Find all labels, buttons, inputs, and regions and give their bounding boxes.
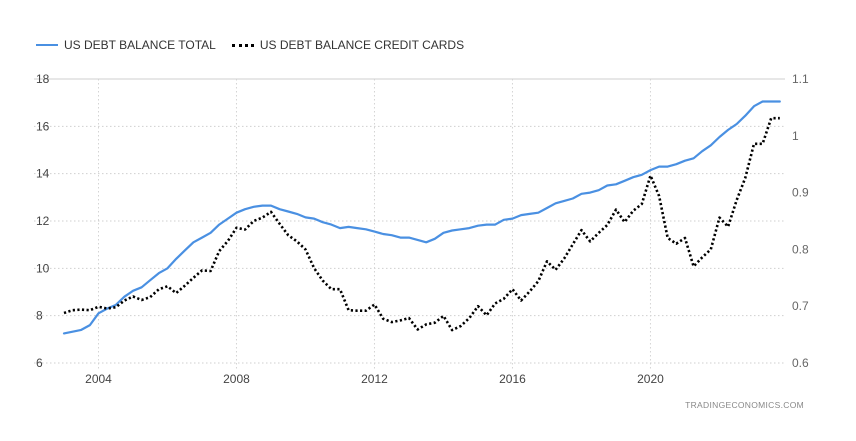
legend-item-credit-cards[interactable]: US DEBT BALANCE CREDIT CARDS [231, 38, 465, 52]
legend-label-total: US DEBT BALANCE TOTAL [64, 38, 216, 52]
right-tick-label: 1 [792, 129, 799, 143]
grid-lines [34, 78, 785, 369]
left-axis-ticks: 6 8 10 12 14 16 18 [36, 72, 50, 370]
x-tick-label: 2008 [223, 372, 250, 386]
chart-legend: US DEBT BALANCE TOTAL US DEBT BALANCE CR… [36, 36, 480, 54]
left-tick-label: 18 [36, 72, 50, 86]
left-tick-label: 8 [36, 309, 43, 323]
legend-label-credit-cards: US DEBT BALANCE CREDIT CARDS [259, 38, 465, 52]
x-tick-label: 2016 [499, 372, 526, 386]
legend-swatch-dotted [231, 43, 254, 47]
series-layer [62, 100, 781, 335]
series-line-credit-cards[interactable] [63, 116, 780, 332]
right-tick-label: 0.6 [792, 356, 809, 370]
left-tick-label: 14 [36, 167, 50, 181]
right-axis-ticks: 0.6 0.7 0.8 0.9 1 1.1 [792, 72, 809, 370]
series-line-total[interactable] [62, 100, 781, 335]
left-tick-label: 10 [36, 261, 50, 275]
left-tick-label: 6 [36, 356, 43, 370]
right-tick-label: 0.7 [792, 299, 809, 313]
x-tick-label: 2020 [637, 372, 664, 386]
right-tick-label: 0.9 [792, 186, 809, 200]
legend-swatch-solid [36, 44, 58, 46]
left-tick-label: 12 [36, 214, 50, 228]
right-tick-label: 1.1 [792, 72, 809, 86]
left-tick-label: 16 [36, 119, 50, 133]
x-tick-label: 2004 [85, 372, 112, 386]
legend-item-total[interactable]: US DEBT BALANCE TOTAL [36, 38, 216, 52]
right-tick-label: 0.8 [792, 242, 809, 256]
x-axis-ticks: 2004 2008 2012 2016 2020 [85, 372, 664, 386]
source-credit: TRADINGECONOMICS.COM [685, 400, 804, 410]
x-tick-label: 2012 [361, 372, 388, 386]
